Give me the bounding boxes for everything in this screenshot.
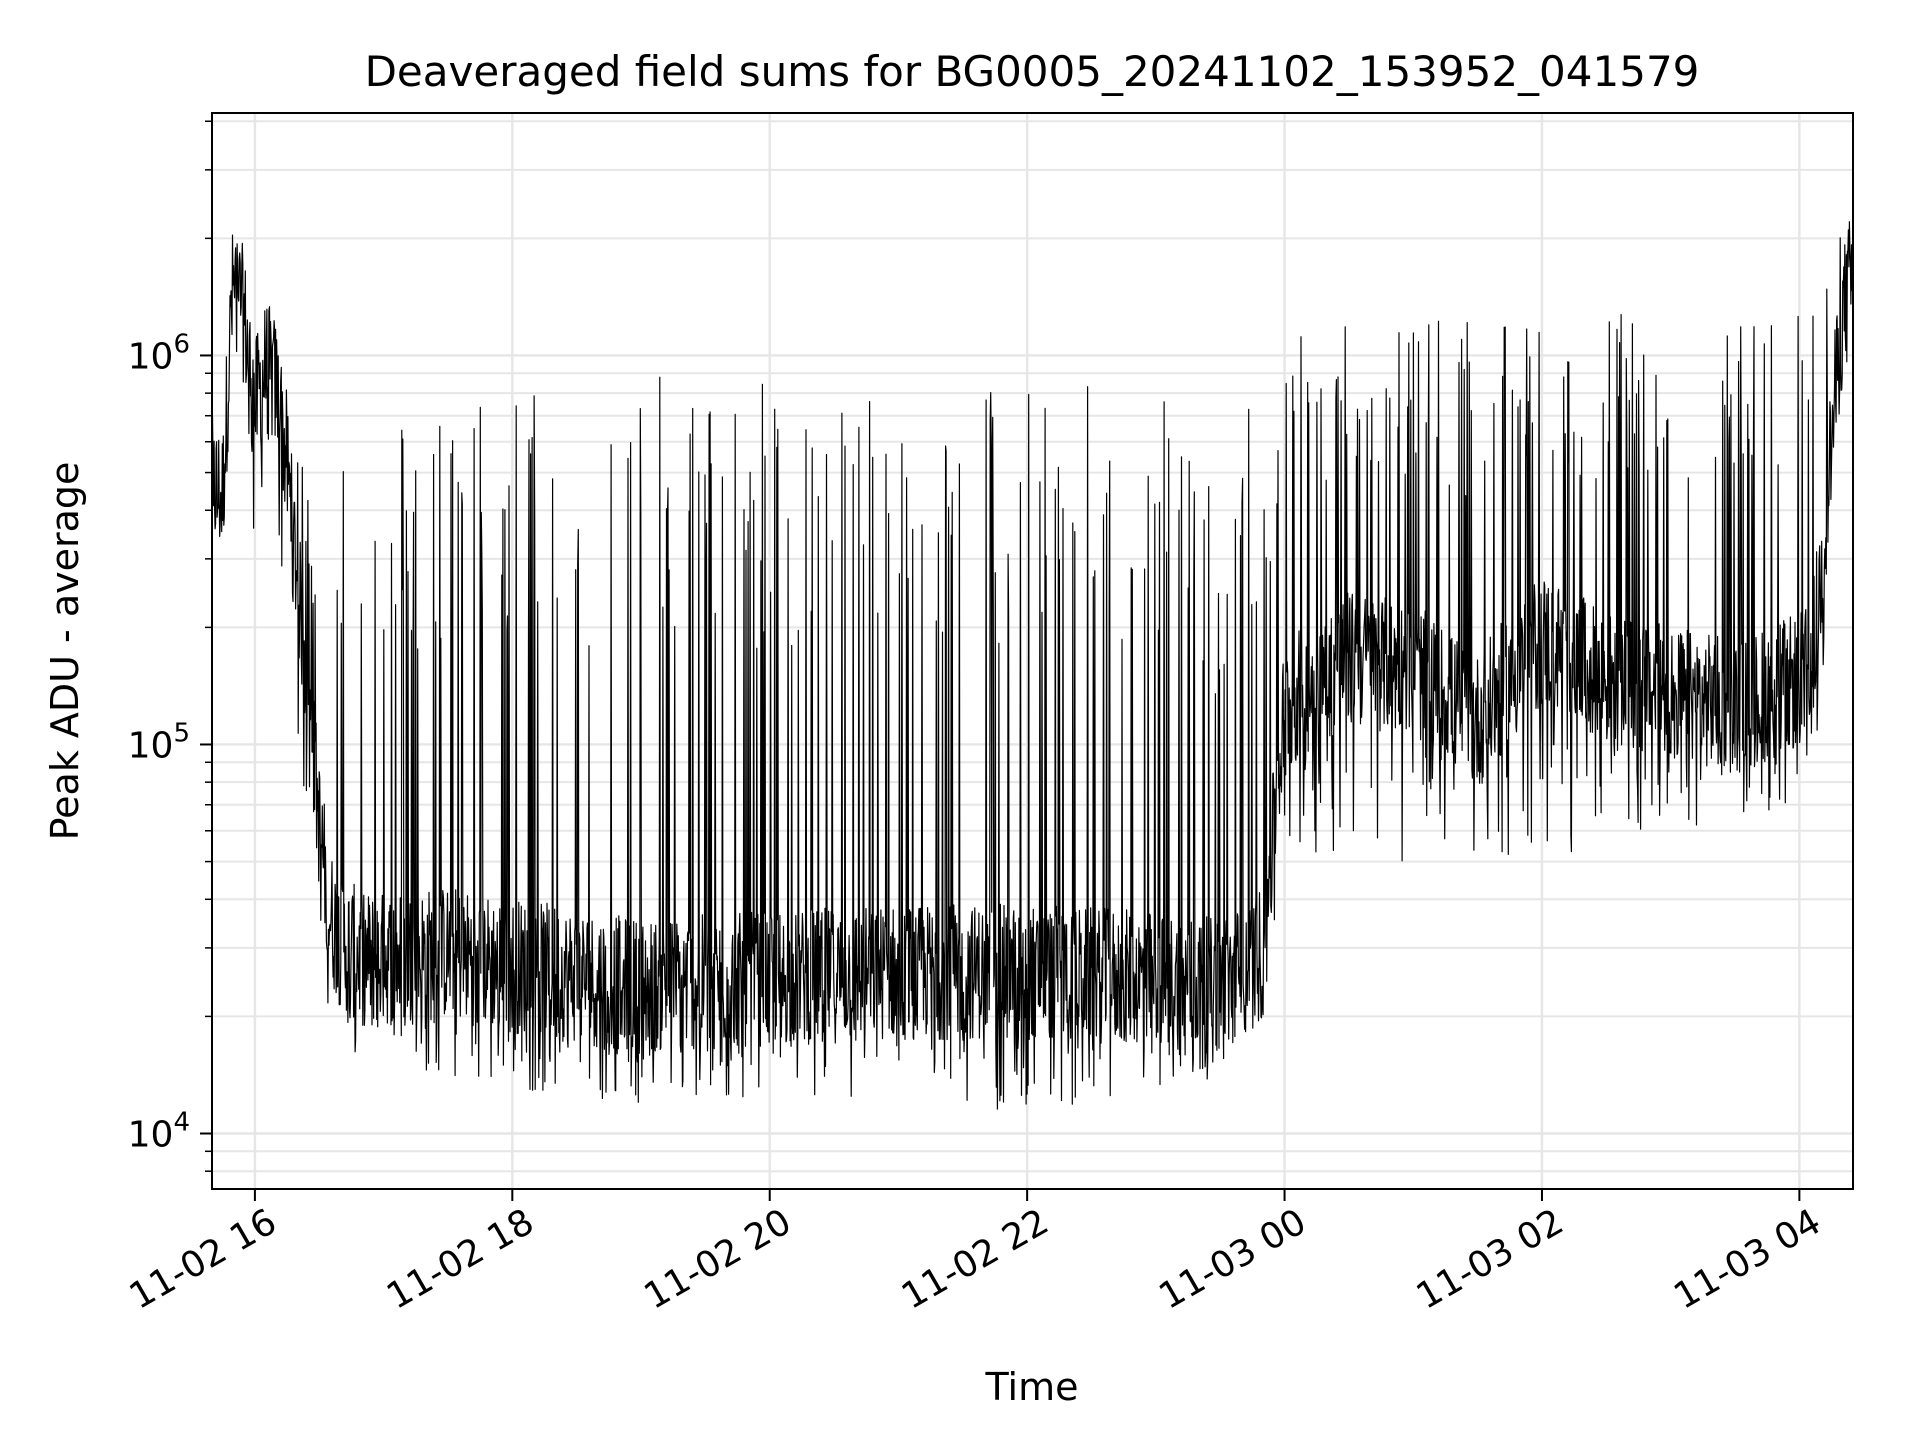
y-axis-label: Peak ADU - average xyxy=(43,462,87,841)
grid xyxy=(212,113,1853,1189)
series-line xyxy=(211,221,1854,1110)
y-axis: 104 105 106 xyxy=(128,120,212,1172)
chart-title: Deaveraged field sums for BG0005_2024110… xyxy=(365,47,1700,96)
y-tick-label: 104 xyxy=(128,1107,190,1155)
plot-frame xyxy=(211,112,1854,1190)
y-tick-label: 105 xyxy=(128,718,190,766)
series-group xyxy=(211,221,1854,1110)
y-tick-label: 106 xyxy=(128,329,190,377)
x-axis-label: Time xyxy=(985,1365,1079,1409)
